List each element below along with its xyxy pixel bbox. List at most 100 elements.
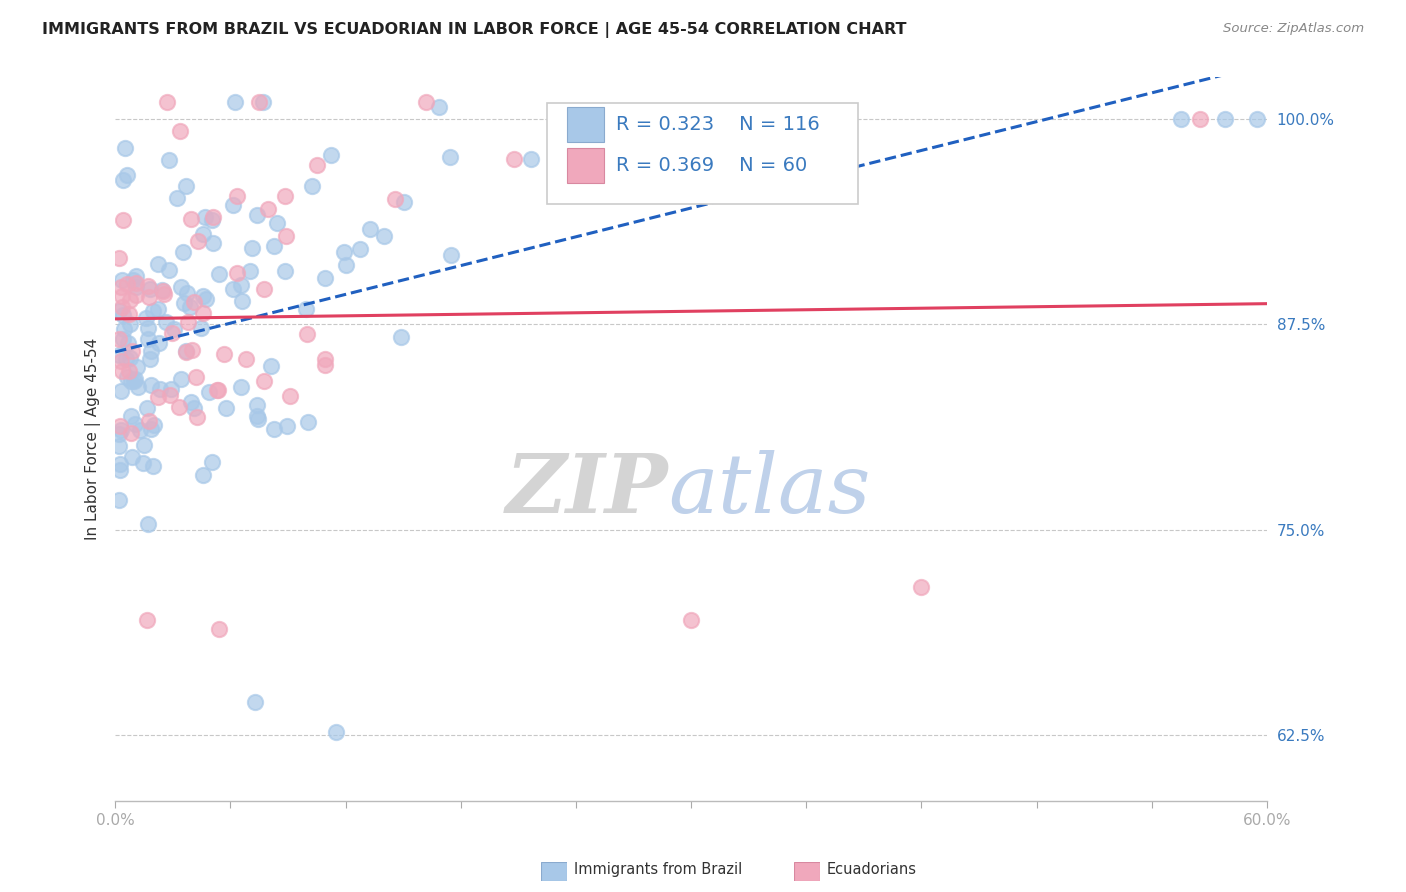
Point <box>222 198 245 212</box>
Point <box>193 289 215 303</box>
Point <box>108 439 131 453</box>
Point <box>111 172 134 186</box>
Point <box>503 153 526 167</box>
Point <box>224 95 246 109</box>
Point <box>173 296 195 310</box>
Point <box>127 380 149 394</box>
Point <box>266 216 288 230</box>
Point <box>439 150 461 164</box>
Point <box>295 326 318 341</box>
Point <box>247 412 270 426</box>
Point <box>121 343 143 358</box>
Point <box>440 248 463 262</box>
Point <box>115 168 138 182</box>
Point <box>169 280 191 294</box>
Point <box>1170 112 1192 126</box>
Point <box>245 695 267 709</box>
Point <box>118 307 141 321</box>
Point <box>181 343 204 357</box>
Point <box>200 213 222 227</box>
Point <box>246 409 269 423</box>
Point <box>148 335 170 350</box>
Point <box>180 211 202 226</box>
Point <box>160 326 183 340</box>
Point <box>139 343 162 358</box>
Point <box>201 236 224 251</box>
Point <box>110 424 132 438</box>
Point <box>124 375 146 389</box>
Point <box>198 385 221 400</box>
Point <box>276 418 298 433</box>
Point <box>156 95 179 109</box>
Point <box>159 153 181 168</box>
Point <box>122 273 145 287</box>
Point <box>129 423 152 437</box>
Point <box>190 321 212 335</box>
Point <box>159 388 181 402</box>
Point <box>138 290 160 304</box>
Point <box>373 229 395 244</box>
Point <box>142 303 165 318</box>
Point <box>183 294 205 309</box>
Point <box>207 622 229 636</box>
Point <box>111 364 134 378</box>
Point <box>246 398 269 412</box>
Point <box>225 266 247 280</box>
Point <box>325 725 347 739</box>
Point <box>108 463 131 477</box>
Point <box>229 380 252 394</box>
Point <box>177 315 200 329</box>
Point <box>146 301 169 316</box>
Point <box>180 394 202 409</box>
Point <box>117 277 139 291</box>
Point <box>201 455 224 469</box>
Point <box>195 292 218 306</box>
Point <box>124 417 146 432</box>
Point <box>359 222 381 236</box>
Point <box>222 282 245 296</box>
Point <box>117 364 139 378</box>
Text: R = 0.369    N = 60: R = 0.369 N = 60 <box>616 156 807 175</box>
Point <box>108 457 131 471</box>
Point <box>321 148 343 162</box>
Point <box>157 263 180 277</box>
Point <box>121 409 143 424</box>
Point <box>274 188 297 202</box>
Point <box>120 425 142 440</box>
Point <box>142 418 165 433</box>
Point <box>215 401 238 416</box>
Text: R = 0.323    N = 116: R = 0.323 N = 116 <box>616 115 820 134</box>
Point <box>135 401 157 416</box>
Point <box>179 300 201 314</box>
Point <box>118 317 141 331</box>
Point <box>108 332 131 346</box>
Point <box>121 450 143 464</box>
Point <box>108 348 131 362</box>
Point <box>212 347 235 361</box>
Point <box>242 241 264 255</box>
Point <box>332 245 354 260</box>
Point <box>146 257 169 271</box>
Point <box>191 227 214 241</box>
Point <box>1246 112 1268 126</box>
Point <box>112 212 135 227</box>
Point <box>226 189 249 203</box>
Point <box>1188 112 1211 126</box>
Point <box>138 516 160 531</box>
Point <box>252 374 274 388</box>
Point <box>174 178 197 193</box>
Point <box>239 264 262 278</box>
Point <box>139 282 162 296</box>
Point <box>110 419 132 434</box>
Point <box>229 277 252 292</box>
Point <box>117 335 139 350</box>
Point <box>110 354 132 368</box>
Point <box>111 273 134 287</box>
Point <box>112 322 135 336</box>
Point <box>115 352 138 367</box>
Point <box>260 359 283 373</box>
Point <box>141 378 163 392</box>
Point <box>125 280 148 294</box>
Point <box>384 193 406 207</box>
Point <box>139 351 162 366</box>
